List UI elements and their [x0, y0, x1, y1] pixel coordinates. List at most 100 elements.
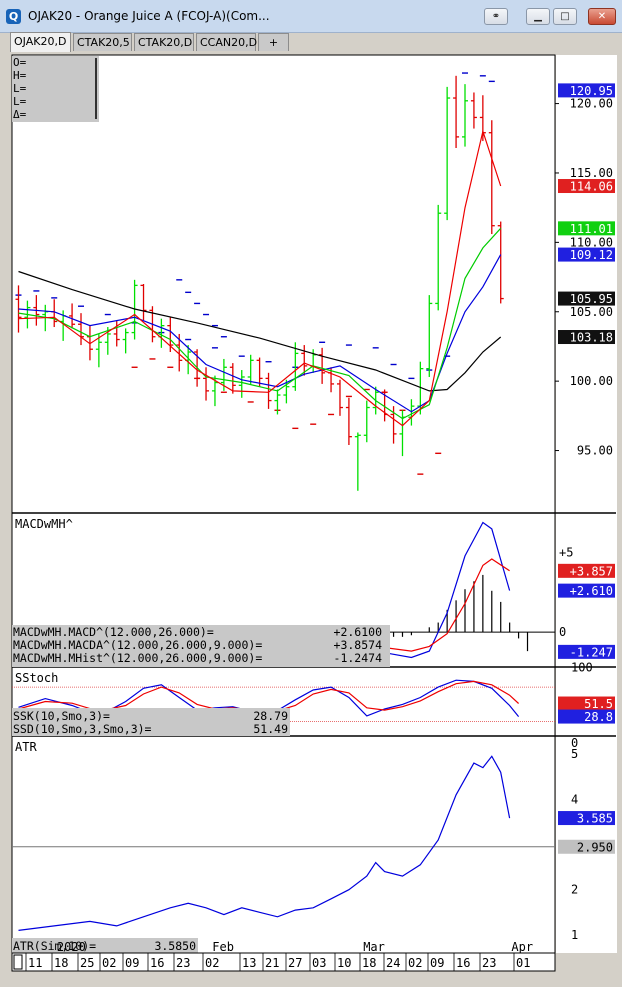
- ohlc-readout-line: L=: [13, 82, 27, 95]
- price-label-bg: [558, 83, 615, 98]
- day-label: 02: [102, 956, 116, 970]
- atr-value-label-bg: [558, 811, 615, 826]
- macd-readout-label: MACDwMH.MHist^(12.000,26.000,9.000)=: [13, 651, 262, 665]
- atr-line: [18, 755, 511, 931]
- month-label: Feb: [212, 940, 234, 954]
- stoch-readout-label: SSK(10,Smo,3)=: [13, 709, 110, 723]
- macd-readout-value: +3.8574: [334, 638, 383, 652]
- day-label: 25: [80, 956, 94, 970]
- atr-tick-label: 5: [571, 747, 578, 761]
- window-title: OJAK20 - Orange Juice A (FCOJ-A)(Com...: [28, 9, 270, 23]
- stoch-tick-label: 0: [571, 736, 578, 750]
- tab-ctak20-5[interactable]: CTAK20,5: [73, 33, 132, 51]
- ohlc-box: [12, 56, 99, 122]
- price-tick-label: 95.00: [577, 444, 613, 458]
- day-label: 09: [125, 956, 139, 970]
- stoch-k-line: [18, 679, 520, 717]
- price-label: 109.12: [570, 248, 613, 262]
- month-label: 2020: [57, 940, 86, 954]
- macd-pane-title: MACDwMH^: [15, 517, 73, 531]
- macd-value-label-bg: [558, 563, 615, 578]
- day-label: 01: [516, 956, 530, 970]
- ohlc-readout-line: Δ=: [13, 108, 27, 121]
- price-label-bg: [558, 330, 615, 345]
- price-tick-label: 100.00: [570, 374, 613, 388]
- day-label: 02: [408, 956, 422, 970]
- stoch-readout-box: [12, 708, 290, 736]
- atr-tick-label: 4: [571, 792, 578, 806]
- day-label: 23: [176, 956, 190, 970]
- price-label-bg: [558, 247, 615, 262]
- atr-reference-label: 2.950: [577, 840, 613, 854]
- price-tick-label: 105.00: [570, 305, 613, 319]
- scroll-handle: [13, 954, 23, 970]
- day-label: 11: [28, 956, 42, 970]
- atr-readout-value: 3.5850: [154, 939, 196, 953]
- atr-pane-title: ATR: [15, 740, 37, 754]
- day-label: 02: [205, 956, 219, 970]
- stoch-d-line: [18, 680, 520, 715]
- macd-tick-label: 0: [559, 625, 566, 639]
- chart-area[interactable]: 120.00 115.00 110.00 105.00 100.00 95.00 120.9…: [0, 53, 622, 983]
- day-label: 24: [386, 956, 400, 970]
- maximize-button[interactable]: □: [553, 8, 577, 25]
- stoch-readout-label: SSD(10,Smo,3,Smo,3)=: [13, 722, 152, 736]
- add-tab-button[interactable]: +: [258, 33, 289, 51]
- day-label: 23: [482, 956, 496, 970]
- price-label-bg: [558, 221, 615, 236]
- macd-readout-label: MACDwMH.MACDA^(12.000,26.000,9.000)=: [13, 638, 262, 652]
- title-bar[interactable]: Q OJAK20 - Orange Juice A (FCOJ-A)(Com..…: [0, 0, 622, 33]
- minimize-button[interactable]: ▁: [526, 8, 550, 25]
- macd-value-label-bg: [558, 583, 615, 598]
- price-label: 103.18: [570, 331, 613, 345]
- plot-background: [11, 54, 556, 954]
- price-tick-label: 115.00: [570, 166, 613, 180]
- chart-svg[interactable]: 120.00 115.00 110.00 105.00 100.00 95.00 120.9…: [0, 53, 622, 983]
- price-label-bg: [558, 291, 615, 306]
- close-button[interactable]: ✕: [588, 8, 616, 25]
- day-label: 09: [430, 956, 444, 970]
- stoch-readout-value: 51.49: [253, 722, 288, 736]
- day-label: 18: [362, 956, 376, 970]
- macd-readout-label: MACDwMH.MACD^(12.000,26.000)=: [13, 625, 214, 639]
- atr-reference-label-bg: [558, 839, 615, 854]
- day-label: 13: [242, 956, 256, 970]
- day-label: 03: [312, 956, 326, 970]
- macd-value-label: +2.610: [570, 584, 613, 598]
- day-label: 21: [265, 956, 279, 970]
- moving-average-line: [18, 254, 502, 413]
- macd-readout-value: +2.6100: [334, 625, 383, 639]
- macd-value-label: -1.247: [570, 645, 613, 659]
- price-label-bg: [558, 179, 615, 194]
- day-label: 16: [456, 956, 470, 970]
- day-label: 27: [288, 956, 302, 970]
- atr-readout-label: ATR(Sim,10)=: [13, 939, 96, 953]
- day-label: 18: [54, 956, 68, 970]
- macd-tick-label: +5: [559, 546, 573, 560]
- stoch-value-label-bg: [558, 696, 615, 711]
- stoch-value-label-bg: [558, 709, 615, 724]
- price-label: 111.01: [570, 222, 613, 236]
- macd-readout-value: -1.2474: [334, 651, 383, 665]
- price-label: 120.95: [570, 84, 613, 98]
- tab-ojak20-d[interactable]: OJAK20,D: [10, 32, 71, 52]
- macd-readout-box: [12, 625, 390, 667]
- price-tick-label: 120.00: [570, 97, 613, 111]
- price-axis-background: [556, 55, 617, 953]
- month-label: Mar: [363, 940, 385, 954]
- moving-average-line: [18, 227, 502, 420]
- day-label: 10: [337, 956, 351, 970]
- tab-ccan20-d[interactable]: CCAN20,D: [196, 33, 257, 51]
- atr-tick-label: 1: [571, 928, 578, 942]
- ohlc-readout-line: L=: [13, 95, 27, 108]
- day-label: 16: [150, 956, 164, 970]
- macd-value-label-bg: [558, 644, 615, 659]
- price-tick-label: 110.00: [570, 235, 613, 249]
- atr-value-label: 3.585: [577, 812, 613, 826]
- moving-average-line: [18, 129, 502, 427]
- atr-tick-label: 2: [571, 883, 578, 897]
- tab-ctak20-d[interactable]: CTAK20,D: [134, 33, 194, 51]
- link-icon[interactable]: ⚭: [484, 8, 508, 25]
- stoch-readout-value: 28.79: [253, 709, 288, 723]
